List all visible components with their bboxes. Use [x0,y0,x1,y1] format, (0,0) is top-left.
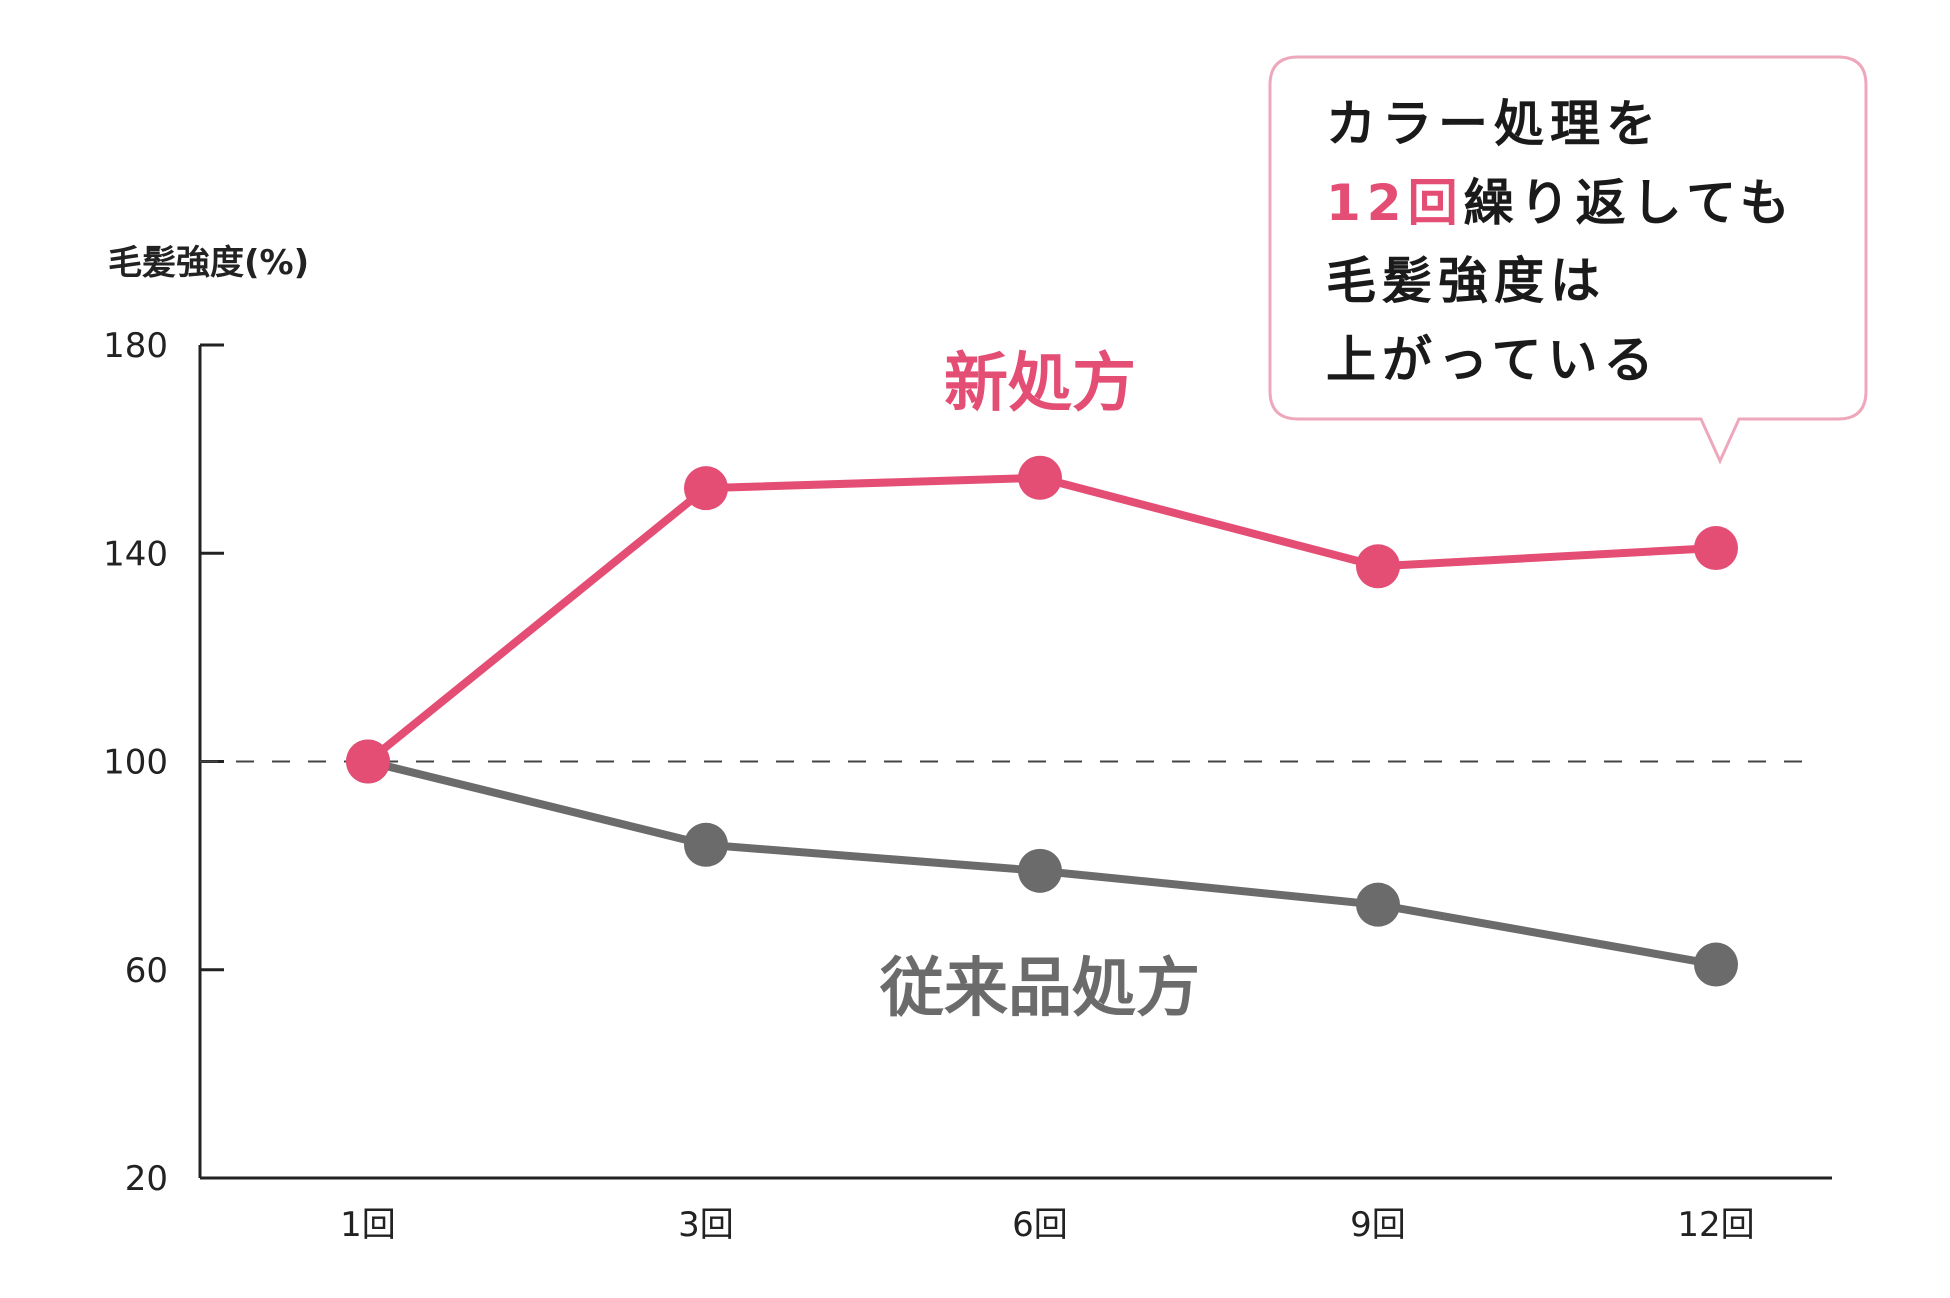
y-tick-label: 60 [125,951,168,991]
callout-line: 毛髪強度は [1326,252,1606,310]
old-formula-point [1018,848,1062,893]
callout-line: 上がっている [1326,331,1660,389]
series-layer [346,455,1738,987]
new-formula-point [684,466,728,511]
x-tick-label: 12回 [1677,1205,1754,1245]
y-tick-label: 20 [125,1159,168,1199]
x-tick-label: 6回 [1012,1205,1068,1245]
new-formula-point [1018,455,1062,500]
callout-segment: 毛髪強度は [1326,252,1606,310]
old-formula-point [684,822,728,867]
callout-bubble [1268,55,1868,465]
x-tick-label: 9回 [1350,1205,1406,1245]
x-tick-label: 1回 [340,1205,396,1245]
y-tick-label: 180 [103,326,168,366]
callout-segment: 上がっている [1326,331,1660,389]
new-formula-line [365,473,1717,765]
y-axis-label: 毛髪強度(%) [108,243,309,283]
x-tick-label: 3回 [678,1205,734,1245]
series-label-new: 新処方 [944,347,1136,421]
series-label-old: 従来品処方 [879,952,1200,1026]
y-tick-label: 140 [103,534,168,574]
callout-line: 12回繰り返しても [1326,174,1796,232]
new-formula-point [1694,526,1738,571]
old-formula-point [1694,942,1738,987]
callout-segment: カラー処理を [1326,95,1662,153]
y-tick-label: 100 [103,743,168,783]
callout-highlight: 12回 [1326,174,1464,232]
old-formula-point [1356,882,1400,927]
callout-line: カラー処理を [1326,95,1662,153]
new-formula-point [346,739,390,784]
callout-segment: 繰り返しても [1464,174,1796,232]
axes: 20 60 100 140 180 毛髪強度(%) 1回 3回 6回 9回 12回 [103,243,1832,1245]
new-formula-point [1356,544,1400,589]
